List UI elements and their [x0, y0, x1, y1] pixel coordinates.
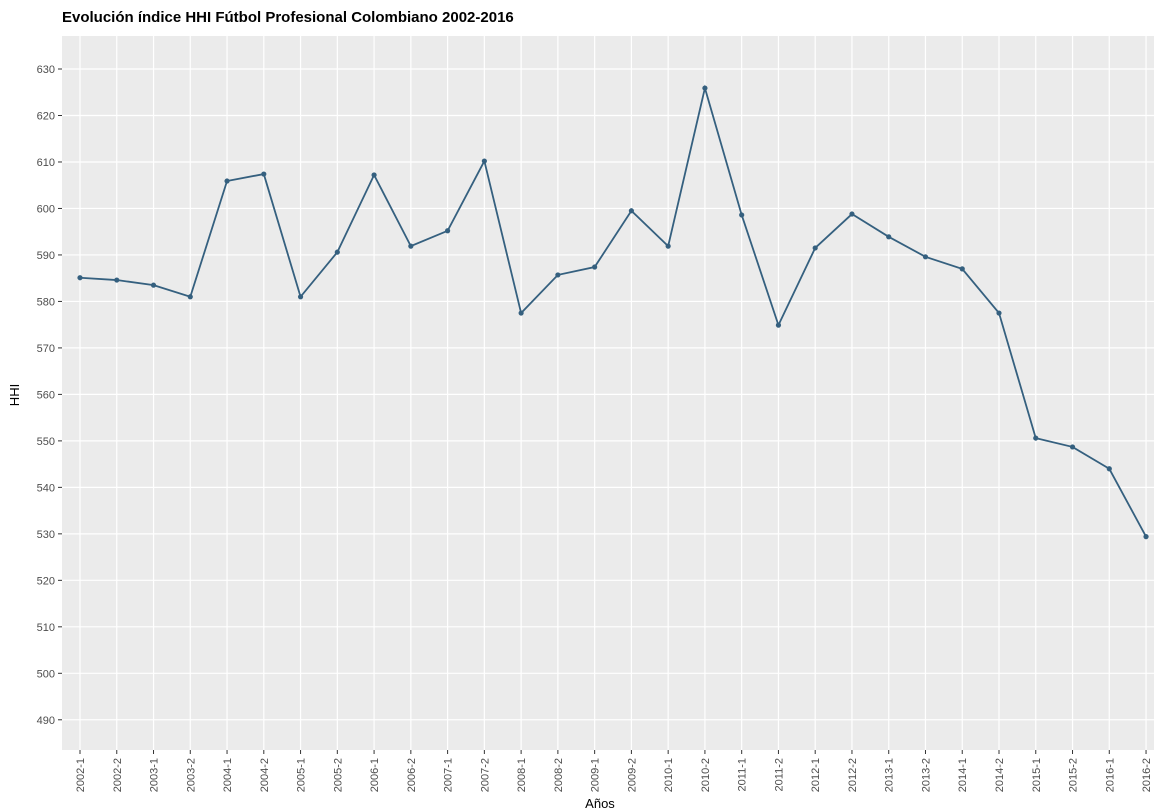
- y-tick-label: 610: [37, 157, 55, 169]
- point: [518, 310, 524, 316]
- x-tick-label: 2013-1: [884, 758, 896, 792]
- x-tick-label: 2010-2: [700, 758, 712, 792]
- point: [886, 234, 892, 240]
- x-tick-label: 2016-1: [1104, 758, 1116, 792]
- point: [297, 294, 304, 300]
- point: [1033, 435, 1039, 441]
- point: [959, 266, 965, 272]
- y-tick-label: 620: [37, 110, 55, 122]
- point: [187, 294, 193, 300]
- point: [592, 264, 598, 270]
- point: [996, 310, 1002, 316]
- y-tick-label: 500: [37, 668, 55, 680]
- x-tick-label: 2013-2: [920, 758, 932, 792]
- point: [261, 171, 267, 177]
- point: [775, 322, 782, 328]
- x-tick-label: 2010-1: [663, 758, 675, 792]
- point: [922, 254, 929, 260]
- point: [114, 277, 120, 283]
- x-tick-label: 2011-2: [773, 758, 785, 791]
- x-tick-label: 2011-1: [737, 758, 749, 791]
- y-tick-label: 600: [37, 203, 55, 215]
- x-tick-label: 2015-2: [1068, 758, 1080, 792]
- point: [445, 228, 451, 234]
- point: [224, 178, 230, 184]
- y-tick-label: 570: [37, 343, 55, 355]
- x-tick-label: 2003-2: [185, 758, 197, 792]
- point: [77, 275, 83, 281]
- x-tick-label: 2006-2: [406, 758, 418, 792]
- point: [739, 212, 745, 218]
- point: [1143, 534, 1149, 540]
- point: [665, 243, 671, 249]
- x-tick-label: 2006-1: [369, 758, 381, 792]
- x-tick-label: 2007-1: [443, 758, 455, 792]
- point: [702, 85, 708, 91]
- y-tick-label: 520: [37, 575, 55, 587]
- x-tick-label: 2002-2: [112, 758, 124, 792]
- x-tick-label: 2003-1: [149, 758, 161, 792]
- x-tick-label: 2005-2: [332, 758, 344, 792]
- chart-title: Evolución índice HHI Fútbol Profesional …: [62, 9, 514, 26]
- point: [334, 249, 340, 255]
- y-tick-label: 580: [37, 296, 55, 308]
- point: [555, 272, 561, 278]
- y-tick-label: 550: [37, 436, 55, 448]
- x-tick-label: 2007-2: [479, 758, 491, 792]
- x-tick-label: 2008-1: [516, 758, 528, 792]
- point: [628, 208, 635, 214]
- x-tick-label: 2009-1: [590, 758, 602, 792]
- y-tick-label: 510: [37, 622, 55, 634]
- x-tick-label: 2014-1: [957, 758, 969, 792]
- x-axis-label: Años: [585, 796, 615, 811]
- x-tick-label: 2004-2: [259, 758, 271, 792]
- y-tick-label: 530: [37, 529, 55, 541]
- x-tick-label: 2012-1: [810, 758, 822, 792]
- x-tick-label: 2012-2: [847, 758, 859, 792]
- panel: [62, 36, 1154, 750]
- x-tick-label: 2008-2: [553, 758, 565, 792]
- grid: [62, 36, 1154, 750]
- point: [481, 158, 487, 164]
- point: [812, 245, 818, 251]
- x-tick-label: 2009-2: [626, 758, 638, 792]
- x-tick-label: 2016-2: [1141, 758, 1153, 792]
- x-tick-label: 2015-1: [1031, 758, 1043, 792]
- point: [1069, 444, 1076, 450]
- point: [408, 243, 414, 249]
- y-tick-label: 540: [37, 482, 55, 494]
- y-tick-label: 630: [37, 64, 55, 76]
- x-tick-label: 2002-1: [75, 758, 87, 792]
- y-tick-label: 560: [37, 389, 55, 401]
- y-tick-label: 490: [37, 715, 55, 727]
- y-axis-label: HHI: [7, 384, 22, 406]
- y-tick-label: 590: [37, 250, 55, 262]
- series-line: [79, 84, 1147, 538]
- point: [150, 282, 157, 288]
- point: [1106, 466, 1112, 472]
- point: [371, 172, 377, 178]
- point: [849, 211, 855, 217]
- x-tick-label: 2005-1: [296, 758, 308, 792]
- x-tick-label: 2004-1: [222, 758, 234, 792]
- x-tick-label: 2014-2: [994, 758, 1006, 792]
